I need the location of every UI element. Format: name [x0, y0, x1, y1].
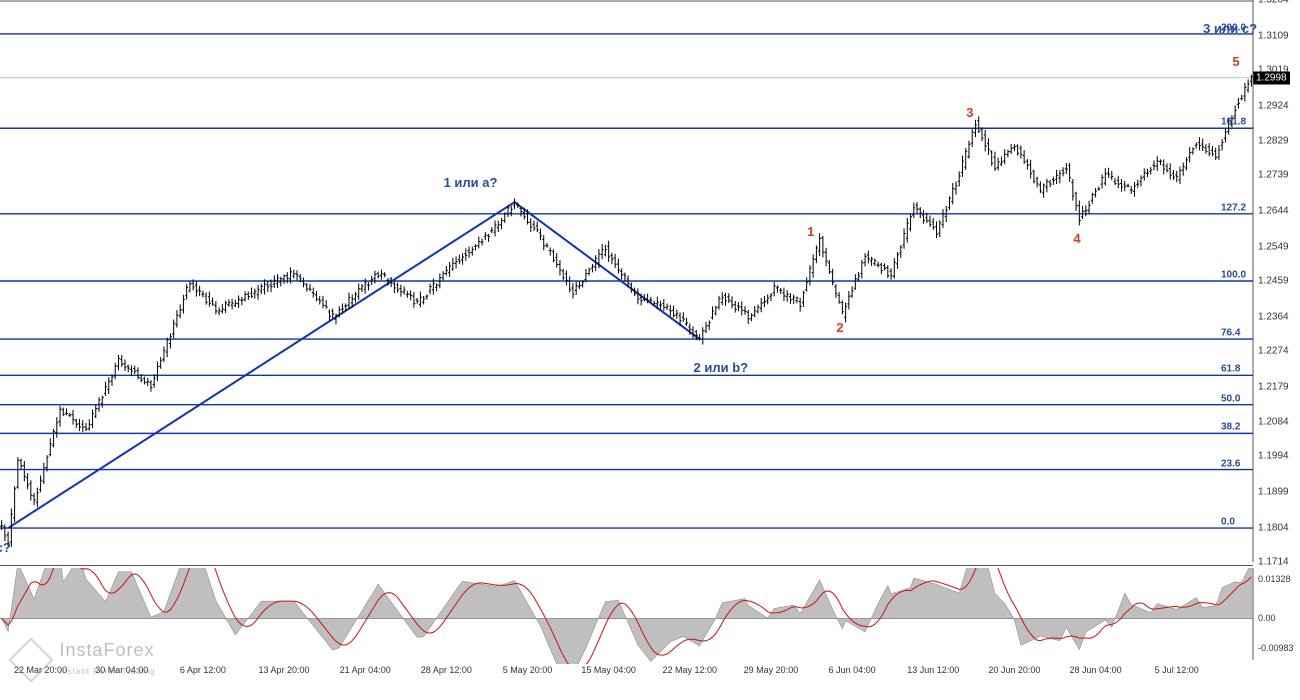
watermark-icon	[8, 637, 53, 682]
x-axis-tick: 28 Apr 12:00	[421, 665, 472, 675]
fib-ratio-label: 200.0	[1221, 22, 1246, 33]
fib-ratio-label: 61.8	[1221, 364, 1240, 375]
forex-chart-container: { "layout": { "width": 1300, "height": 7…	[0, 0, 1300, 700]
wave-label: 4	[1073, 231, 1080, 246]
broker-watermark: InstaForex instant Forex Trading	[15, 640, 156, 679]
wave-label: c?	[0, 540, 11, 555]
wave-label: 2 или b?	[694, 360, 749, 375]
x-axis-tick: 28 Jun 04:00	[1070, 665, 1122, 675]
fib-ratio-label: 23.6	[1221, 458, 1240, 469]
x-axis-tick: 5 Jul 12:00	[1155, 665, 1199, 675]
fib-ratio-label: 161.8	[1221, 117, 1246, 128]
wave-label: 2	[836, 320, 843, 335]
main-price-chart[interactable]	[0, 0, 1300, 564]
x-axis-tick: 29 May 20:00	[744, 665, 799, 675]
wave-label: 5	[1232, 54, 1239, 69]
x-axis-tick: 15 May 04:00	[581, 665, 636, 675]
x-axis-tick: 6 Jun 04:00	[829, 665, 876, 675]
wave-label: 1 или a?	[444, 175, 498, 190]
x-axis-tick: 13 Jun 12:00	[907, 665, 959, 675]
fib-ratio-label: 76.4	[1221, 328, 1240, 339]
x-axis-tick: 21 Apr 04:00	[340, 665, 391, 675]
x-axis-tick: 20 Jun 20:00	[988, 665, 1040, 675]
x-axis-tick: 22 May 12:00	[663, 665, 718, 675]
fib-ratio-label: 50.0	[1221, 393, 1240, 404]
fib-ratio-label: 0.0	[1221, 517, 1235, 528]
fib-ratio-label: 127.2	[1221, 202, 1246, 213]
fib-ratio-label: 38.2	[1221, 422, 1240, 433]
fib-ratio-label: 100.0	[1221, 270, 1246, 281]
panel-separator	[0, 565, 1253, 566]
wave-label: 1	[807, 224, 814, 239]
x-axis-tick: 6 Apr 12:00	[180, 665, 226, 675]
watermark-tagline: instant Forex Trading	[59, 667, 155, 676]
wave-label: 3	[966, 105, 973, 120]
indicator-oscillator[interactable]	[0, 568, 1300, 664]
x-axis-tick: 13 Apr 20:00	[259, 665, 310, 675]
x-axis-tick: 5 May 20:00	[503, 665, 553, 675]
watermark-brand: InstaForex	[59, 640, 154, 660]
